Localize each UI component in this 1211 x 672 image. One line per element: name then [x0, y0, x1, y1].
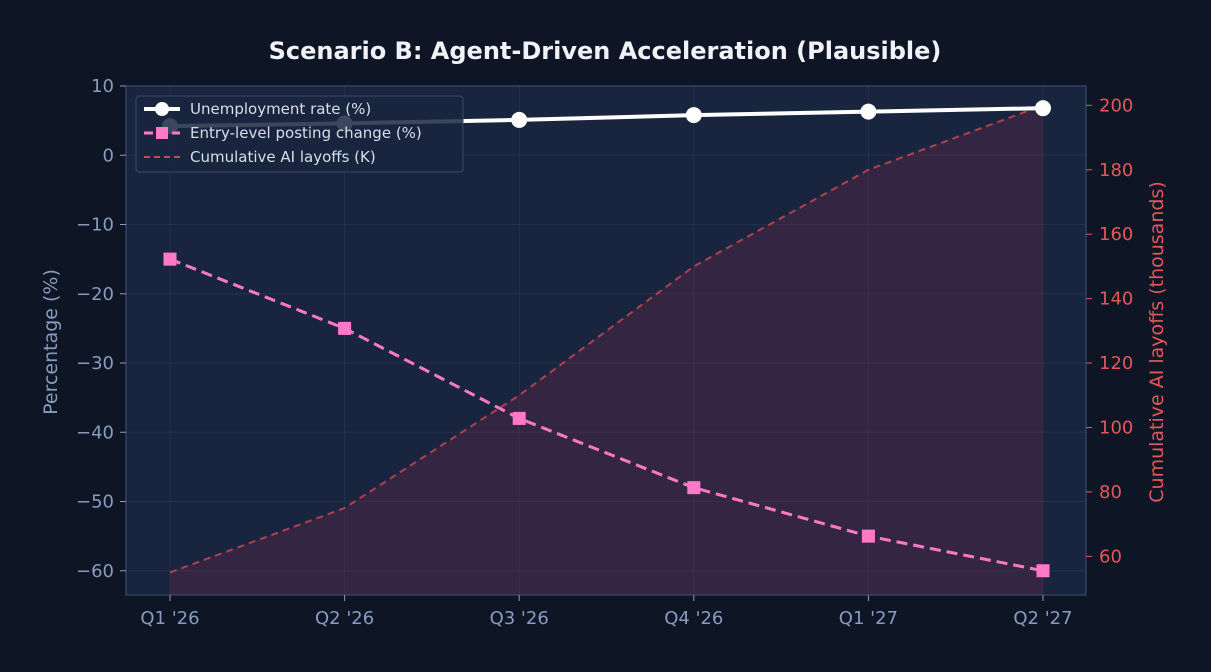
- y-tick-label: 0: [103, 145, 114, 166]
- entry-level-point: [512, 411, 526, 425]
- y2-tick-label: 60: [1099, 546, 1122, 567]
- legend-box: [135, 95, 464, 173]
- chart-title: Scenario B: Agent-Driven Acceleration (P…: [269, 37, 942, 65]
- legend: Unemployment rate (%) Entry-level posting…: [135, 95, 464, 173]
- y2-tick-label: 180: [1099, 160, 1133, 181]
- entry-level-point: [687, 481, 701, 495]
- y2-tick-label: 140: [1099, 289, 1133, 310]
- y2-tick-label: 80: [1099, 482, 1122, 503]
- y-tick-label: −10: [76, 215, 114, 236]
- y2-tick-label: 100: [1099, 417, 1133, 438]
- y-axis-title: Percentage (%): [40, 269, 62, 415]
- entry-level-point: [163, 252, 177, 266]
- y-tick-label: −40: [76, 422, 114, 443]
- layoffs-area: [170, 105, 1043, 596]
- y-tick-label: −50: [76, 492, 114, 513]
- unemployment-point: [685, 107, 702, 124]
- entry-level-line: [169, 257, 1044, 573]
- legend-marker-unemployment: [155, 102, 169, 116]
- x-tick-label: Q1 '26: [140, 608, 199, 629]
- x-tick-label: Q2 '27: [1013, 608, 1072, 629]
- layoffs-line: [169, 104, 1044, 574]
- entry-level-point: [1036, 564, 1050, 578]
- legend-label: Unemployment rate (%): [190, 100, 371, 118]
- x-tick-label: Q4 '26: [664, 608, 723, 629]
- unemployment-point: [1035, 100, 1051, 117]
- y2-tick-label: 160: [1099, 224, 1133, 245]
- y-tick-label: −60: [76, 561, 114, 582]
- y-tick-label: −30: [76, 353, 114, 374]
- legend-label: Cumulative AI layoffs (K): [190, 148, 376, 166]
- y2-tick-label: 200: [1099, 95, 1133, 116]
- legend-marker-entry-level: [156, 127, 168, 139]
- unemployment-point: [860, 103, 877, 120]
- unemployment-point: [511, 111, 528, 128]
- legend-label: Entry-level posting change (%): [190, 124, 422, 142]
- x-tick-label: Q2 '26: [315, 608, 374, 629]
- entry-level-point: [861, 529, 875, 543]
- y-tick-label: 10: [91, 76, 114, 97]
- entry-level-point: [338, 321, 352, 335]
- plot-frame: [125, 85, 1087, 596]
- y2-tick-label: 120: [1099, 353, 1133, 374]
- x-tick-label: Q3 '26: [490, 608, 549, 629]
- y-tick-label: −20: [76, 284, 114, 305]
- x-tick-label: Q1 '27: [839, 608, 898, 629]
- y2-axis-title: Cumulative AI layoffs (thousands): [1146, 181, 1168, 502]
